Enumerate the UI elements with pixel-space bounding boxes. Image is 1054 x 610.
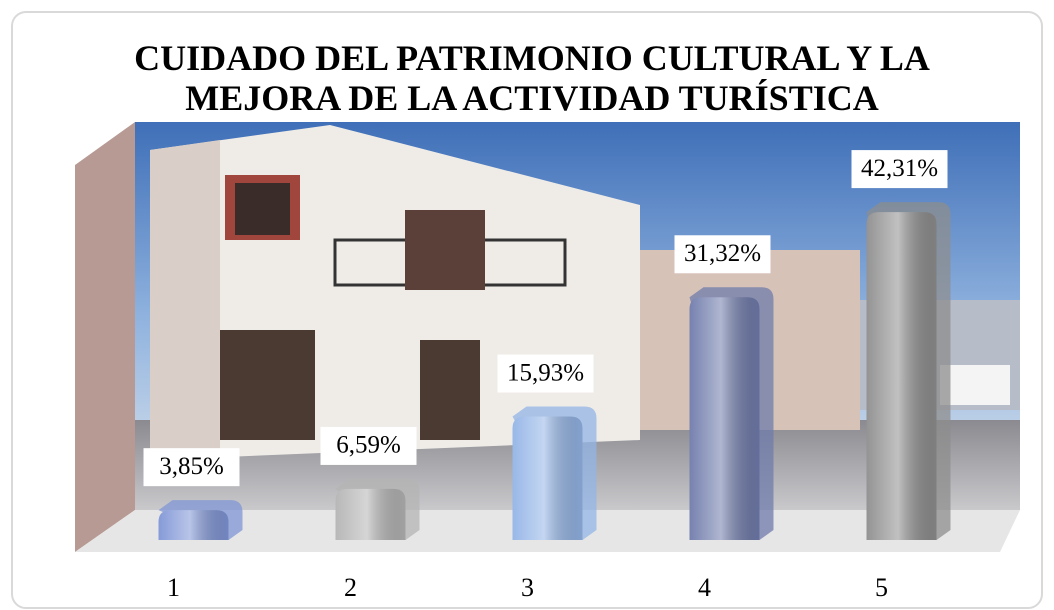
bar-shine	[512, 416, 583, 540]
bar-shine	[866, 212, 937, 540]
x-tick-label: 5	[875, 573, 888, 602]
chart-title: CUIDADO DEL PATRIMONIO CULTURAL Y LA MEJ…	[134, 38, 930, 118]
value-label: 3,85%	[159, 453, 224, 480]
value-label: 6,59%	[336, 432, 401, 459]
x-tick-label: 3	[521, 573, 534, 602]
x-tick-label: 1	[167, 573, 180, 602]
value-label-box	[320, 426, 417, 465]
bar-shine	[689, 297, 760, 540]
value-label-box	[674, 235, 771, 274]
value-label: 31,32%	[684, 240, 761, 267]
value-label: 42,31%	[861, 155, 938, 182]
bar-shine	[335, 488, 406, 540]
value-label-box	[497, 354, 594, 393]
x-tick-label: 4	[698, 573, 711, 602]
x-tick-label: 2	[344, 573, 357, 602]
value-label-box	[851, 150, 948, 189]
bar-shine	[158, 510, 229, 540]
value-label: 15,93%	[507, 359, 584, 386]
value-label-box	[143, 448, 240, 487]
